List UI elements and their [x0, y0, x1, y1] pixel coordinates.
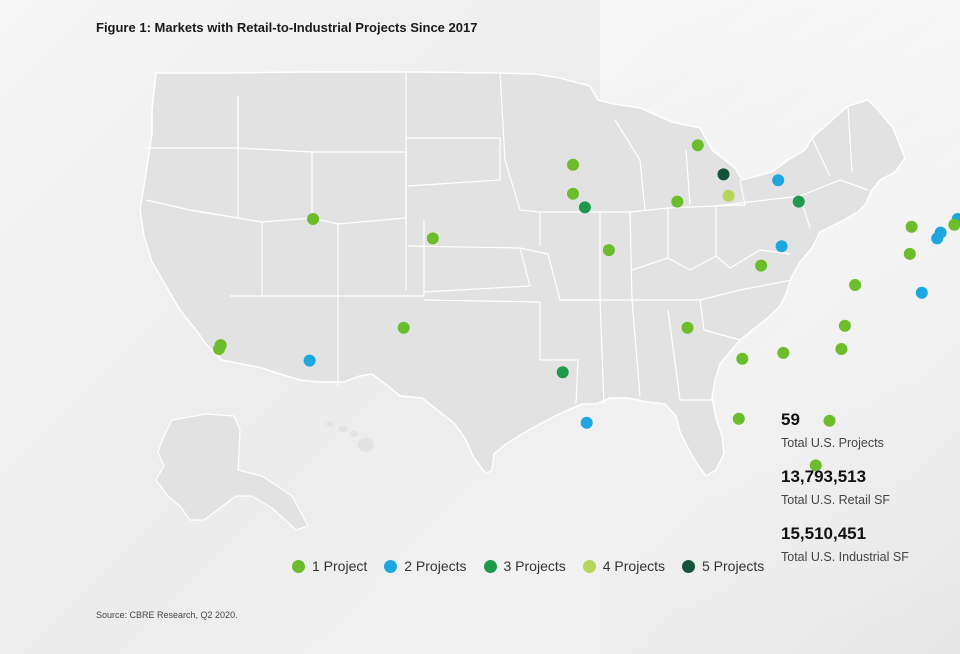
market-marker: [905, 220, 918, 233]
legend-dot-icon: [384, 559, 398, 573]
market-marker: [772, 174, 785, 187]
stat-total-projects: 59 Total U.S. Projects: [781, 410, 909, 450]
stat-label: Total U.S. Projects: [781, 436, 884, 450]
legend-dot-icon: [582, 559, 596, 573]
us-mainland-shape: [139, 71, 906, 477]
legend-label: 3 Projects: [503, 558, 566, 574]
market-marker: [578, 201, 591, 214]
legend-item: 1 Project: [292, 558, 367, 574]
hawaii-shape: [326, 421, 374, 452]
legend-dot-icon: [483, 559, 497, 573]
market-marker: [303, 354, 316, 367]
market-marker: [736, 352, 749, 365]
figure-title: Figure 1: Markets with Retail-to-Industr…: [96, 20, 478, 35]
stat-label: Total U.S. Industrial SF: [781, 550, 909, 564]
market-marker: [915, 286, 928, 299]
market-marker: [732, 412, 745, 425]
legend-label: 5 Projects: [702, 558, 765, 574]
market-marker: [567, 187, 579, 200]
legend: 1 Project 2 Projects 3 Projects 4 Projects 5…: [292, 558, 764, 574]
market-marker: [556, 366, 569, 379]
market-marker: [567, 158, 579, 171]
market-marker: [671, 195, 684, 208]
market-marker: [838, 319, 851, 332]
market-marker: [835, 343, 848, 355]
market-marker: [777, 346, 790, 359]
market-marker: [214, 339, 227, 352]
alaska-shape: [155, 413, 309, 531]
legend-dot-icon: [682, 559, 695, 573]
market-marker: [580, 416, 593, 429]
legend-label: 1 Project: [312, 558, 368, 574]
market-marker: [931, 232, 944, 245]
market-marker: [903, 247, 916, 260]
stat-value: 59: [781, 410, 800, 429]
market-marker: [948, 218, 960, 231]
stat-value: 13,793,513: [781, 467, 867, 486]
legend-item: 2 Projects: [384, 558, 467, 574]
legend-label: 2 Projects: [404, 558, 467, 574]
stat-retail-sf: 13,793,513 Total U.S. Retail SF: [781, 467, 909, 507]
market-marker: [426, 232, 439, 245]
market-marker: [602, 244, 615, 257]
legend-item: 4 Projects: [582, 558, 665, 574]
market-marker: [775, 240, 788, 253]
market-marker: [717, 168, 730, 181]
legend-dot-icon: [292, 559, 305, 573]
market-marker: [792, 195, 805, 208]
stats-panel: 59 Total U.S. Projects 13,793,513 Total …: [781, 410, 909, 581]
market-marker: [849, 279, 862, 291]
legend-label: 4 Projects: [602, 558, 665, 574]
stat-label: Total U.S. Retail SF: [781, 493, 891, 507]
market-marker: [823, 414, 836, 427]
stat-industrial-sf: 15,510,451 Total U.S. Industrial SF: [781, 524, 909, 564]
market-marker: [681, 321, 694, 334]
market-marker: [691, 139, 704, 152]
state-borders: [145, 71, 869, 405]
source-note: Source: CBRE Research, Q2 2020.: [96, 610, 238, 620]
market-marker: [809, 459, 822, 472]
market-marker: [397, 321, 410, 334]
legend-item: 5 Projects: [682, 558, 764, 574]
market-markers: [213, 139, 960, 472]
market-marker: [755, 259, 768, 272]
legend-item: 3 Projects: [483, 558, 566, 574]
market-marker: [307, 213, 320, 225]
market-marker: [722, 189, 735, 202]
stat-value: 15,510,451: [781, 524, 867, 543]
